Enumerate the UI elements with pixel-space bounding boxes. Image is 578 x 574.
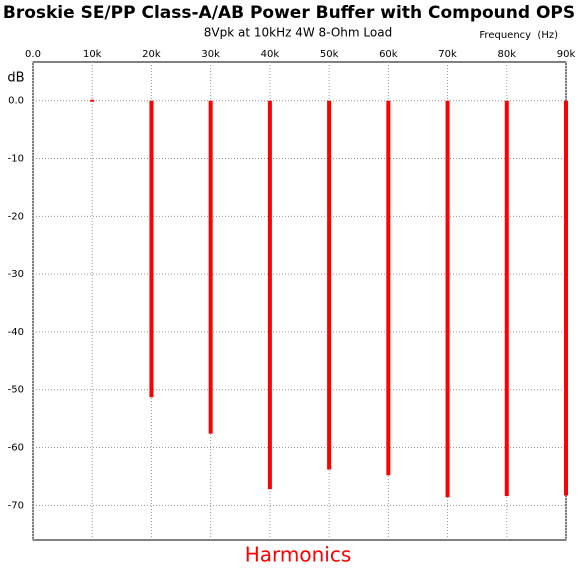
bar [208,100,213,434]
bar [386,100,391,476]
x-tick-label: 80k [498,49,517,60]
x-tick-label: 60k [379,49,398,60]
chart-title: Broskie SE/PP Class-A/AB Power Buffer wi… [3,3,575,23]
y-axis-title: dB [7,71,24,86]
x-tick-label: 0.0 [25,49,41,60]
y-tick-label: -70 [8,500,24,511]
bar [564,100,568,496]
x-tick-label: 20k [142,49,161,60]
bar [327,100,332,470]
y-tick-label: -40 [8,327,24,338]
y-tick-label: -10 [8,154,24,165]
x-axis-title: Frequency (Hz) [479,30,558,41]
y-tick-label: -20 [8,211,24,222]
bar [90,99,95,102]
bar [445,100,450,498]
bottom-label: Harmonics [245,543,352,567]
y-tick-label: 0.0 [8,96,24,107]
y-tick-label: -60 [8,443,24,454]
x-tick-label: 10k [83,49,102,60]
x-tick-label: 40k [261,49,280,60]
y-tick-label: -30 [8,269,24,280]
bar [149,100,154,398]
plot-frame [32,61,567,541]
x-tick-label: 70k [438,49,457,60]
y-tick-label: -50 [8,385,24,396]
bar [504,100,509,497]
x-tick-label: 30k [201,49,220,60]
x-tick-label: 50k [320,49,339,60]
chart-subtitle: 8Vpk at 10kHz 4W 8-Ohm Load [204,26,392,40]
bar [267,100,272,490]
x-tick-label: 90k [557,49,576,60]
